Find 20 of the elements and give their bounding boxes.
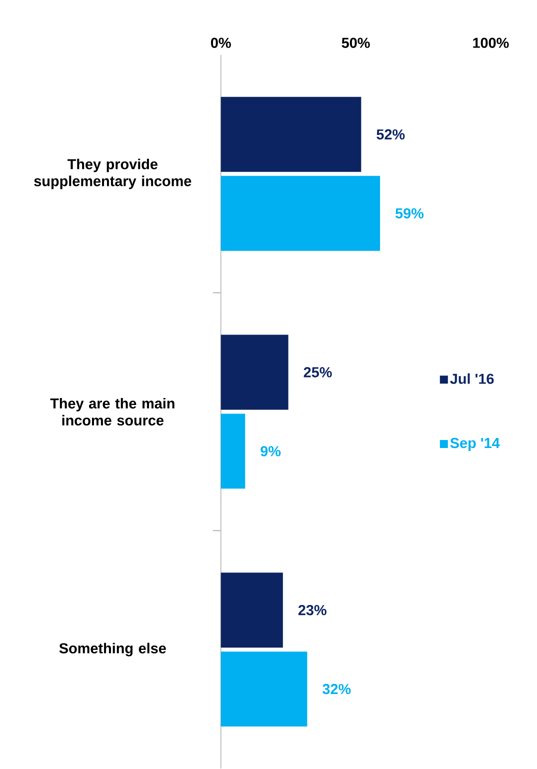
y-tick-label: They are the main income source — [50, 398, 174, 426]
bar — [221, 96, 362, 172]
data-label: 52% — [376, 129, 405, 140]
bar — [221, 572, 284, 648]
data-label: 23% — [298, 604, 327, 616]
data-label: 9% — [260, 446, 281, 456]
y-tick-label: They provide supplementary income — [34, 158, 192, 190]
bar — [221, 414, 246, 489]
x-tick-label: 50% — [342, 38, 370, 48]
legend-label: Sep '14 — [450, 438, 500, 451]
data-label: 32% — [322, 684, 351, 694]
data-label: 59% — [396, 208, 424, 218]
y-tick-label: Something else — [60, 642, 166, 656]
x-tick-label: 100% — [473, 38, 509, 48]
x-tick-label: 0% — [211, 38, 232, 48]
legend-label: Jul '16 — [450, 373, 494, 384]
data-label: 25% — [304, 367, 332, 378]
bar — [221, 334, 288, 410]
bar — [221, 652, 308, 727]
bar — [221, 176, 380, 251]
